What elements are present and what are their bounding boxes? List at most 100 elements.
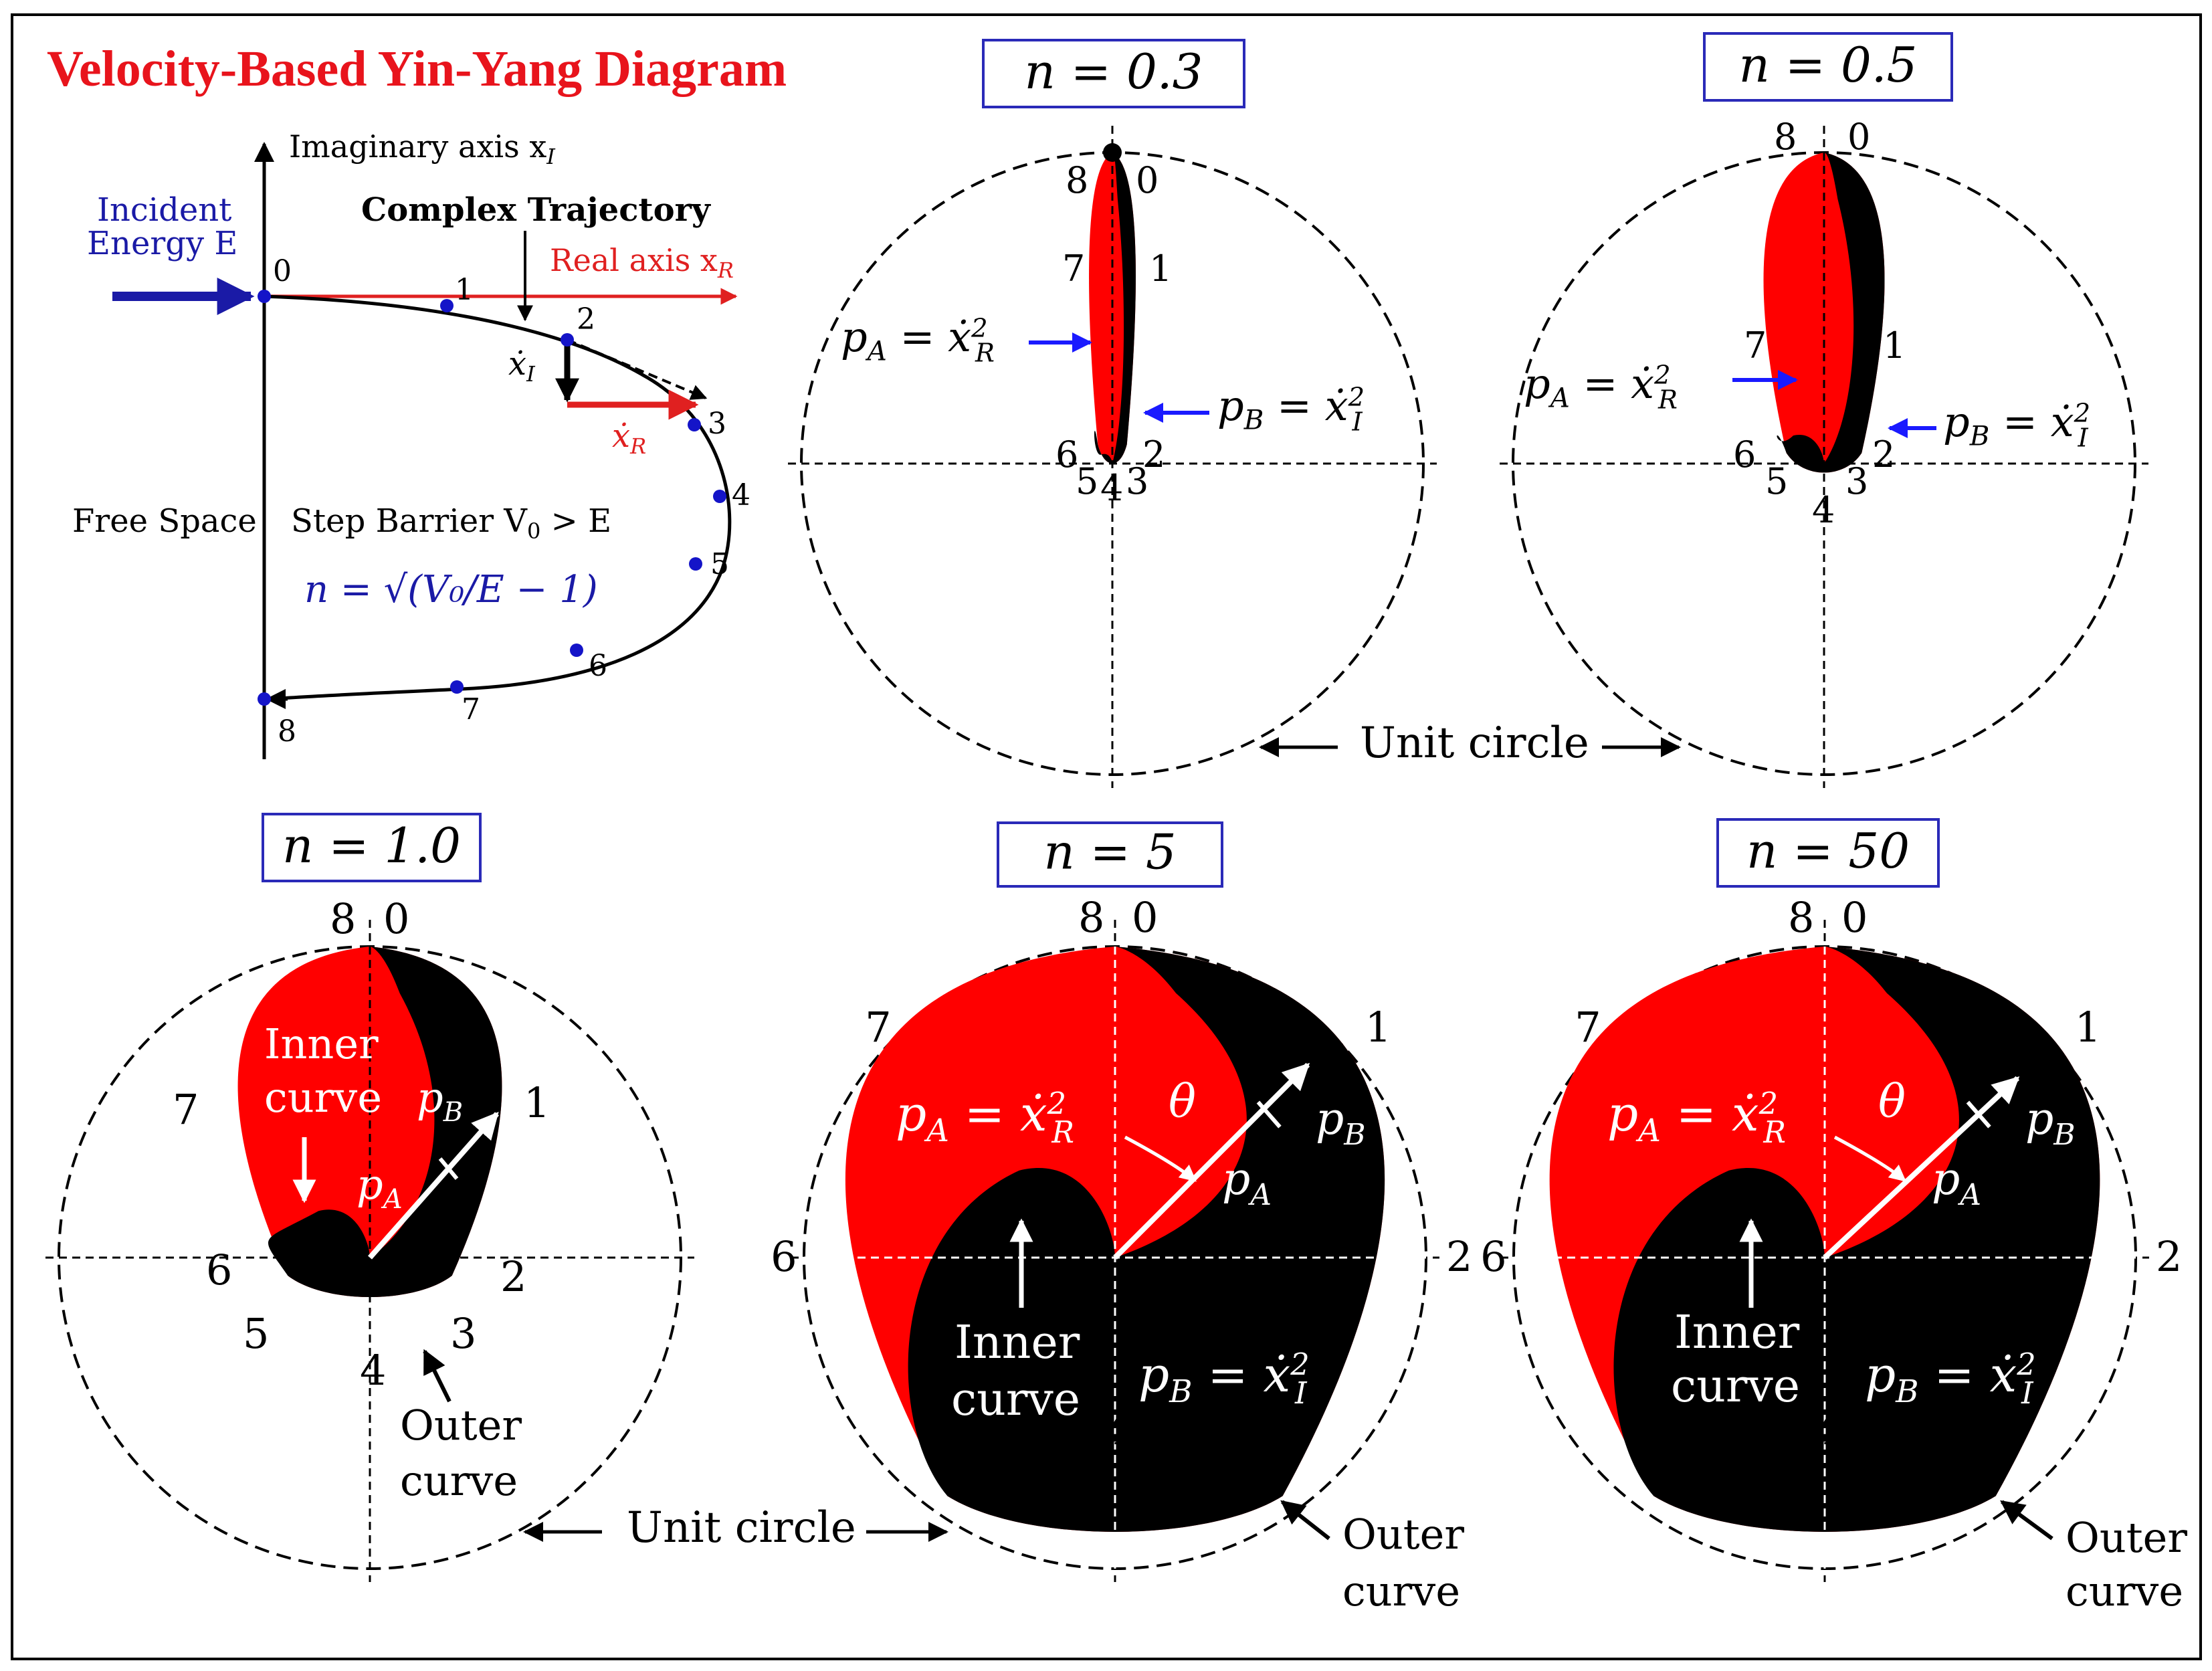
position-label-3: 3 bbox=[1967, 1359, 1993, 1407]
panel-n10: n = 1.0 0 1 23 4 56 7 8 Inner curve pA pB Outer curve bbox=[45, 813, 694, 1582]
inner-curve-label-2: curve bbox=[951, 1373, 1080, 1426]
trajectory-point-1 bbox=[440, 299, 454, 312]
xdot-i-label: ẋI bbox=[508, 345, 536, 387]
position-label-2: 2 bbox=[1872, 433, 1895, 476]
theta-label: θ bbox=[1878, 1076, 1906, 1128]
position-label-5: 5 bbox=[1076, 460, 1098, 502]
position-label-7: 7 bbox=[1744, 324, 1767, 367]
position-label-6: 6 bbox=[206, 1246, 232, 1294]
unit-circle-annotation-bottom: Unit circle bbox=[523, 1503, 948, 1553]
yin-region-pB bbox=[908, 947, 1385, 1532]
unit-circle-label-top: Unit circle bbox=[1360, 718, 1589, 768]
radial-vector bbox=[1113, 1062, 1310, 1260]
trajectory-point-label-4: 4 bbox=[732, 478, 750, 512]
pa-equation: pA = ẋ2 R bbox=[1524, 359, 1678, 415]
position-label-3: 3 bbox=[1257, 1359, 1283, 1407]
pB-label: pB bbox=[1316, 1093, 1366, 1152]
figure-title: Velocity-Based Yin-Yang Diagram bbox=[47, 41, 787, 97]
position-label-5: 5 bbox=[1673, 1359, 1699, 1407]
unit-circle-label-bottom: Unit circle bbox=[627, 1503, 856, 1553]
panel-label: n = 5 bbox=[1043, 823, 1176, 880]
trajectory-point-3 bbox=[688, 418, 701, 431]
position-label-7: 7 bbox=[173, 1085, 199, 1134]
position-label-4: 4 bbox=[1812, 489, 1835, 531]
step-barrier-label: Step Barrier V0 > E bbox=[291, 502, 611, 544]
panel-label: n = 0.3 bbox=[1025, 43, 1203, 100]
panel-n5: n = 5 0 1 2 3 4 5 6 7 8 pA = ẋ2 R pB = ẋ2 I θpA pB Inner… bbox=[771, 821, 1472, 1615]
pA-label: pA bbox=[357, 1160, 403, 1215]
inner-curve-label-1: Inner bbox=[954, 1316, 1080, 1369]
trajectory-point-label-6: 6 bbox=[589, 649, 607, 683]
position-label-8: 8 bbox=[1774, 116, 1797, 158]
position-label-0: 0 bbox=[1847, 116, 1870, 158]
position-label-4: 4 bbox=[1815, 1405, 1841, 1454]
position-label-4: 4 bbox=[1100, 467, 1123, 509]
position-label-6: 6 bbox=[771, 1232, 797, 1281]
theta-label: θ bbox=[1169, 1076, 1196, 1128]
pb-equation: pB = ẋ2 I bbox=[1138, 1347, 1310, 1411]
inner-curve-label-1: Inner bbox=[264, 1019, 379, 1068]
theta-arc bbox=[1124, 1135, 1197, 1182]
inner-curve-label-2: curve bbox=[264, 1073, 382, 1122]
free-space-label: Free Space bbox=[72, 502, 257, 540]
position-label-7: 7 bbox=[865, 1003, 891, 1052]
trajectory-point-label-5: 5 bbox=[710, 547, 729, 581]
outer-curve-label-1: Outer bbox=[400, 1401, 522, 1450]
outer-curve-label-1: Outer bbox=[2066, 1513, 2187, 1562]
trajectory-point-0 bbox=[258, 290, 271, 303]
trajectory-point-label-0: 0 bbox=[273, 254, 292, 288]
pb-equation: pB = ẋ2 I bbox=[1217, 381, 1365, 437]
panel-label-box bbox=[262, 813, 482, 882]
yin-region-pB bbox=[268, 947, 502, 1298]
trajectory-point-label-1: 1 bbox=[455, 273, 474, 307]
figure-frame bbox=[11, 13, 2202, 1660]
complex-trajectory-label: Complex Trajectory bbox=[361, 191, 712, 229]
panel-label: n = 0.5 bbox=[1739, 37, 1918, 93]
position-label-2: 2 bbox=[500, 1252, 526, 1301]
pA-pB-divider bbox=[1966, 1100, 1991, 1128]
panel-label: n = 50 bbox=[1746, 823, 1910, 879]
real-axis-label: Real axis xR bbox=[550, 242, 734, 283]
outer-curve-label-2: curve bbox=[400, 1456, 518, 1505]
yin-region-pB bbox=[1094, 153, 1136, 464]
unit-circle-annotation-top: Unit circle bbox=[1259, 718, 1681, 768]
position-label-5: 5 bbox=[243, 1309, 269, 1358]
trajectory-point-label-7: 7 bbox=[462, 692, 480, 726]
n-formula: n = √(V₀/E − 1) bbox=[304, 568, 598, 611]
trajectory-point-7 bbox=[450, 680, 464, 694]
trajectory-panel: Imaginary axis xI Real axis xR Incident … bbox=[72, 128, 750, 759]
pb-equation: pB = ẋ2 I bbox=[1943, 397, 2090, 454]
trajectory-point-4 bbox=[713, 490, 726, 503]
trajectory-point-label-3: 3 bbox=[708, 407, 726, 441]
yin-region-pB bbox=[1777, 153, 1885, 473]
incident-label-2: Energy E bbox=[87, 225, 237, 262]
outer-curve-label-2: curve bbox=[1342, 1567, 1460, 1615]
position-label-5: 5 bbox=[963, 1359, 989, 1407]
position-label-4: 4 bbox=[360, 1346, 386, 1395]
imaginary-axis-label: Imaginary axis xI bbox=[289, 128, 556, 169]
position-label-6: 6 bbox=[1480, 1232, 1506, 1281]
position-label-0: 0 bbox=[383, 894, 409, 943]
position-label-0: 0 bbox=[1132, 893, 1158, 942]
panel-label-box bbox=[982, 39, 1245, 108]
position-label-3: 3 bbox=[1845, 460, 1868, 502]
pB-label: pB bbox=[417, 1073, 463, 1128]
yin-region-pB bbox=[1613, 947, 2100, 1532]
panel-label-box bbox=[997, 821, 1223, 888]
pb-equation: pB = ẋ2 I bbox=[1865, 1347, 2036, 1411]
position-label-1: 1 bbox=[2075, 1003, 2101, 1052]
position-label-4: 4 bbox=[1105, 1405, 1131, 1454]
position-label-7: 7 bbox=[1575, 1003, 1601, 1052]
trajectory-point-2 bbox=[561, 333, 574, 347]
pa-equation: pA = ẋ2 R bbox=[1607, 1086, 1786, 1150]
pA-pB-divider bbox=[1256, 1100, 1282, 1128]
position-label-2: 2 bbox=[1446, 1232, 1472, 1281]
trajectory-points bbox=[258, 290, 726, 706]
trajectory-point-6 bbox=[570, 644, 583, 657]
inner-curve-label-1: Inner bbox=[1674, 1306, 1800, 1359]
position-label-1: 1 bbox=[1365, 1003, 1391, 1052]
position-label-8: 8 bbox=[1788, 893, 1814, 942]
